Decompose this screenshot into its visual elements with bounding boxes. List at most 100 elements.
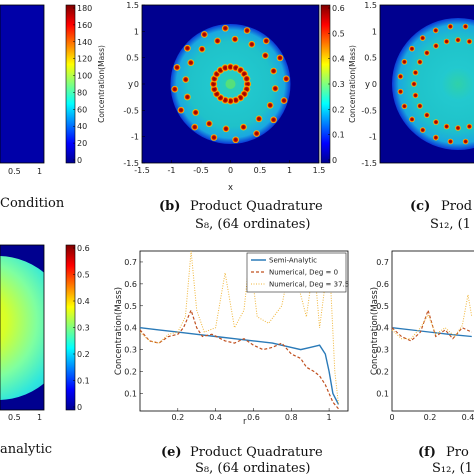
hotspot	[266, 101, 274, 109]
panel-d-colorbar-tick: 0.6	[77, 244, 90, 253]
hotspot	[262, 37, 270, 45]
panel-b-colorbar-tick: 0.4	[332, 55, 345, 64]
hotspot	[282, 75, 290, 83]
panel-e-ytick: 0.5	[124, 302, 137, 311]
panel-d-colorbar-tick: 0.1	[77, 377, 90, 386]
hotspot	[411, 81, 417, 87]
panel-f: 0.7 0.6 0.5 0.4 0.3 0.2 0.1 0 0.2 0.4 Concentrati…	[370, 250, 474, 474]
hotspot	[409, 45, 415, 52]
panel-c-hotspots	[397, 23, 473, 145]
panel-f-ytick: 0.7	[376, 258, 389, 267]
hotspot	[462, 138, 469, 145]
panel-a-colorbar-tick: 140	[77, 38, 92, 47]
panel-f-xtick: 0	[389, 413, 394, 422]
panel-e-ylabel: Concentration(Mass)	[114, 287, 124, 375]
hotspot	[253, 130, 260, 137]
panel-f-caption-subtitle: S₁₂, (1	[432, 461, 473, 474]
panel-a-colorbar-tick: 40	[77, 122, 87, 131]
hotspot	[182, 76, 190, 83]
hotspot	[171, 85, 179, 93]
panel-b-xtick: 0.5	[254, 166, 267, 175]
hotspot	[270, 67, 277, 75]
hotspot	[417, 59, 423, 65]
panel-f-xtick: 0.2	[424, 413, 437, 422]
panel-b-caption-subtitle: S₈, (64 ordinates)	[195, 217, 310, 232]
panel-d: 0.5 1 0.6 0.5 0.4 0.3 0.2 0.1 0 analytic	[0, 244, 90, 457]
panel-e-ytick: 0.6	[124, 280, 137, 289]
panel-c-ylabel: y	[365, 80, 370, 90]
hotspot	[466, 38, 473, 45]
panel-b-xlabel: x	[228, 183, 233, 193]
panel-c-ytick: 1	[372, 27, 377, 36]
hotspot	[210, 134, 218, 141]
hotspot	[276, 54, 284, 62]
hotspot	[433, 43, 439, 49]
hotspot	[243, 27, 251, 34]
panel-d-colorbar-tick: 0.4	[77, 297, 90, 306]
deg375-line	[140, 251, 339, 405]
hotspot	[397, 88, 404, 95]
panel-e-caption-letter: (e)	[161, 445, 182, 460]
panel-e-xtick: 0.4	[209, 413, 222, 422]
panel-d-xtick: 0.5	[8, 413, 21, 422]
hotspot	[177, 106, 185, 114]
panel-a-xtick: 1	[37, 167, 42, 176]
hotspot	[409, 116, 415, 123]
hotspot	[433, 134, 439, 141]
panel-d-xtick: 1	[37, 413, 42, 422]
hotspot	[466, 123, 473, 130]
panel-b-xtick: 1	[287, 166, 292, 175]
panel-e-xtick: 0.8	[285, 413, 298, 422]
panel-d-colorbar-tick: 0	[77, 403, 82, 412]
hotspot	[262, 52, 269, 59]
panel-c-caption-title: Prod	[441, 199, 472, 214]
panel-d-colorbar-tick: 0.3	[77, 324, 90, 333]
panel-a-colorbar-label: Concentration(Mass)	[97, 45, 106, 123]
legend-label: Semi-Analytic	[269, 257, 317, 265]
panel-f-ytick: 0.1	[376, 389, 389, 398]
hotspot	[462, 23, 469, 30]
panel-f-ylabel: Concentration(Mass)	[370, 287, 380, 375]
panel-b-xtick: -1	[168, 166, 176, 175]
hotspot	[232, 136, 239, 144]
hotspot	[243, 75, 251, 83]
panel-e-ytick: 0.3	[124, 346, 137, 355]
hotspot	[240, 123, 247, 131]
panel-c-ytick: 0	[372, 80, 377, 89]
panel-b-colorbar-tick: 0.3	[332, 80, 345, 89]
hotspot	[412, 92, 419, 99]
panel-a-colorbar-tick: 100	[77, 72, 92, 81]
panel-a-xtick: 0.5	[8, 167, 21, 176]
panel-c-ytick: 1.5	[364, 1, 377, 10]
legend-label: Numerical, Deg = 0	[269, 269, 338, 277]
hotspot	[187, 59, 195, 67]
semi-analytic-line	[140, 327, 340, 405]
hotspot	[222, 24, 229, 32]
panel-e-caption-subtitle: S₈, (64 ordinates)	[195, 461, 310, 474]
hotspot	[214, 37, 221, 45]
panel-b-ytick: 1	[134, 27, 139, 36]
panel-b-ytick: 0.5	[126, 54, 139, 63]
panel-b-caption-letter: (b)	[159, 199, 180, 214]
panel-f-xtick: 0.4	[462, 413, 474, 422]
panel-f-ytick: 0.2	[376, 368, 389, 377]
hotspot	[397, 73, 404, 80]
panel-d-colorbar-tick: 0.2	[77, 350, 90, 359]
panel-a-colorbar-tick: 160	[77, 21, 92, 30]
panel-b-caption-title: Product Quadrature	[190, 199, 323, 214]
panel-c-ytick: 0.5	[364, 54, 377, 63]
hotspot	[270, 116, 277, 124]
panel-c-caption-letter: (c)	[410, 199, 430, 214]
panel-e-ytick: 0.2	[124, 368, 137, 377]
panel-a-colorbar	[65, 4, 76, 164]
hotspot	[432, 27, 439, 34]
panel-a-colorbar-tick: 0	[77, 156, 82, 165]
hotspot	[192, 109, 199, 116]
panel-f-plot-area	[391, 250, 474, 412]
panel-b: -1.5 -1 -0.5 0 0.5 1 1.5 1.5 1 0.5 0 -0.5 -1 -1.5 y x…	[123, 1, 357, 232]
panel-d-disc	[0, 256, 44, 400]
hotspot	[433, 119, 439, 125]
hotspot	[455, 125, 461, 131]
panel-b-ytick: -1	[131, 133, 139, 142]
panel-c-ytick: -1.5	[361, 159, 377, 168]
